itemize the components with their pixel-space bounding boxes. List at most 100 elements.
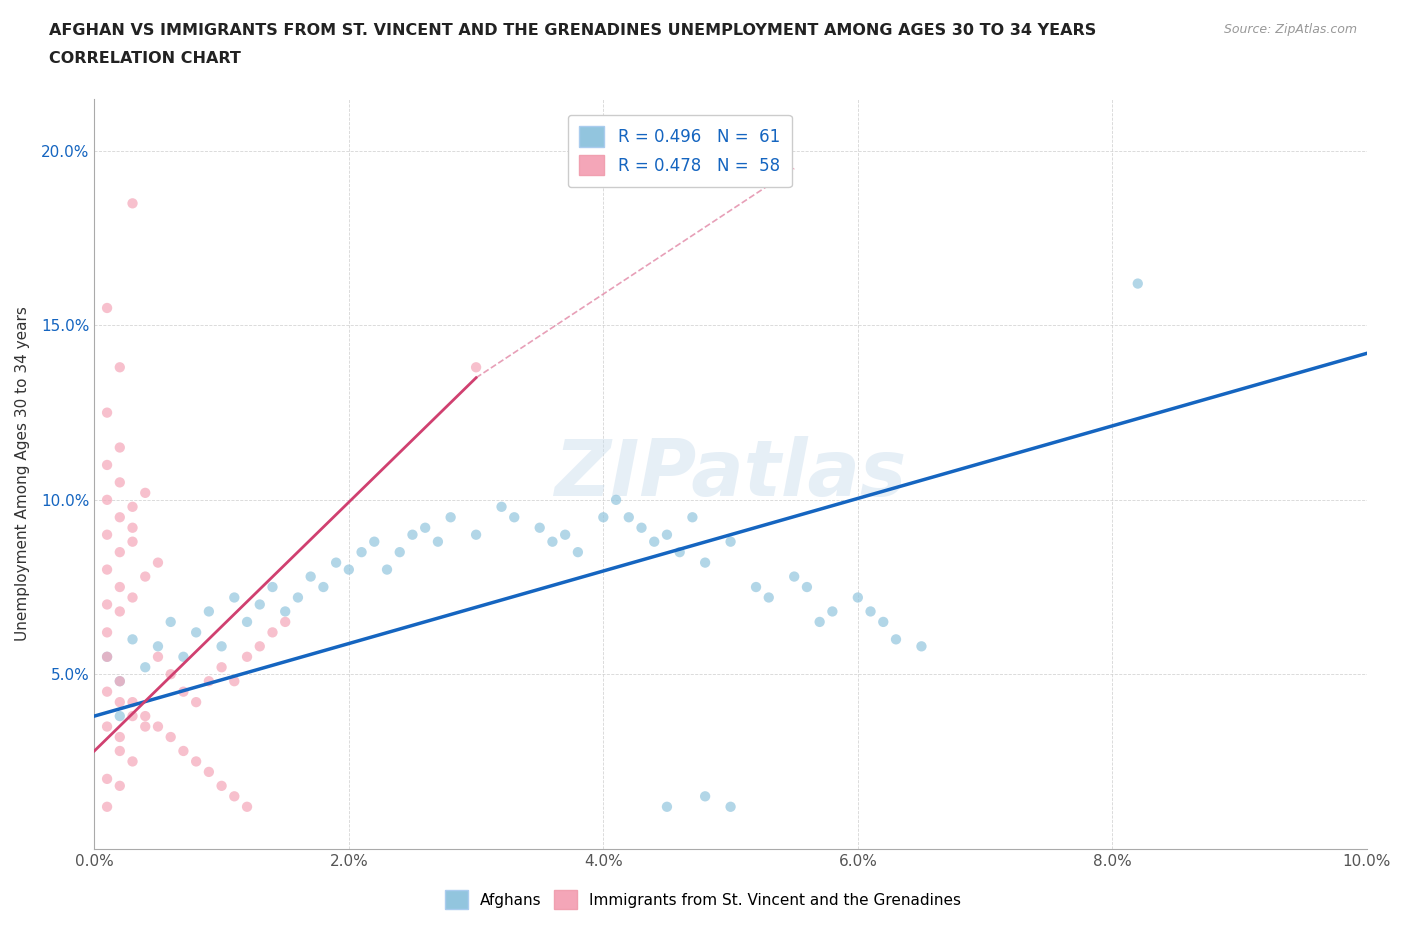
Point <box>172 743 194 758</box>
Point <box>465 527 488 542</box>
Y-axis label: Unemployment Among Ages 30 to 34 years: Unemployment Among Ages 30 to 34 years <box>15 306 30 641</box>
Point <box>96 405 118 420</box>
Point <box>605 492 627 507</box>
Point <box>299 569 322 584</box>
Point <box>146 719 169 734</box>
Legend: R = 0.496   N =  61, R = 0.478   N =  58: R = 0.496 N = 61, R = 0.478 N = 58 <box>568 114 792 187</box>
Point <box>159 667 181 682</box>
Point <box>910 639 932 654</box>
Point <box>134 569 156 584</box>
Point <box>108 440 131 455</box>
Point <box>108 673 131 688</box>
Point <box>375 562 398 577</box>
Point <box>249 597 271 612</box>
Point <box>720 800 742 815</box>
Point <box>758 590 780 604</box>
Text: ZIPatlas: ZIPatlas <box>554 435 907 512</box>
Point <box>287 590 309 604</box>
Point <box>262 579 284 594</box>
Point <box>96 492 118 507</box>
Point <box>224 590 246 604</box>
Point <box>465 360 488 375</box>
Point <box>440 510 463 525</box>
Point <box>146 555 169 570</box>
Point <box>236 800 259 815</box>
Point <box>529 520 551 535</box>
Point <box>172 649 194 664</box>
Point <box>198 673 221 688</box>
Point <box>108 778 131 793</box>
Point <box>745 579 768 594</box>
Point <box>884 631 907 646</box>
Point <box>108 709 131 724</box>
Point <box>655 800 678 815</box>
Point <box>554 527 576 542</box>
Point <box>96 649 118 664</box>
Point <box>211 639 233 654</box>
Point <box>720 534 742 549</box>
Point <box>236 615 259 630</box>
Point <box>121 196 143 211</box>
Text: CORRELATION CHART: CORRELATION CHART <box>49 51 240 66</box>
Point <box>96 458 118 472</box>
Point <box>236 649 259 664</box>
Point <box>108 545 131 560</box>
Point <box>224 673 246 688</box>
Point <box>186 754 208 769</box>
Point <box>96 772 118 787</box>
Point <box>134 709 156 724</box>
Point <box>108 743 131 758</box>
Point <box>363 534 385 549</box>
Point <box>121 534 143 549</box>
Point <box>262 625 284 640</box>
Point <box>108 695 131 710</box>
Point <box>821 604 844 618</box>
Point <box>846 590 869 604</box>
Point <box>859 604 882 618</box>
Point <box>146 649 169 664</box>
Point <box>337 562 360 577</box>
Point <box>108 360 131 375</box>
Point <box>274 604 297 618</box>
Point <box>592 510 614 525</box>
Point <box>121 499 143 514</box>
Point <box>159 729 181 744</box>
Point <box>643 534 665 549</box>
Point <box>312 579 335 594</box>
Point <box>96 649 118 664</box>
Point <box>134 659 156 674</box>
Point <box>401 527 423 542</box>
Point <box>350 545 373 560</box>
Point <box>96 562 118 577</box>
Point <box>503 510 526 525</box>
Point <box>186 695 208 710</box>
Point <box>808 615 831 630</box>
Point <box>617 510 640 525</box>
Point <box>108 673 131 688</box>
Legend: Afghans, Immigrants from St. Vincent and the Grenadines: Afghans, Immigrants from St. Vincent and… <box>439 884 967 915</box>
Point <box>388 545 411 560</box>
Point <box>426 534 449 549</box>
Point <box>96 800 118 815</box>
Point <box>96 527 118 542</box>
Point <box>695 555 717 570</box>
Point <box>108 729 131 744</box>
Point <box>134 719 156 734</box>
Point <box>121 590 143 604</box>
Point <box>211 778 233 793</box>
Point <box>96 684 118 699</box>
Point <box>134 485 156 500</box>
Point <box>325 555 347 570</box>
Point <box>413 520 436 535</box>
Point <box>872 615 894 630</box>
Point <box>96 625 118 640</box>
Point <box>108 510 131 525</box>
Point <box>681 510 703 525</box>
Point <box>121 631 143 646</box>
Point <box>224 789 246 804</box>
Point <box>655 527 678 542</box>
Point <box>249 639 271 654</box>
Point <box>159 615 181 630</box>
Text: Source: ZipAtlas.com: Source: ZipAtlas.com <box>1223 23 1357 36</box>
Point <box>186 625 208 640</box>
